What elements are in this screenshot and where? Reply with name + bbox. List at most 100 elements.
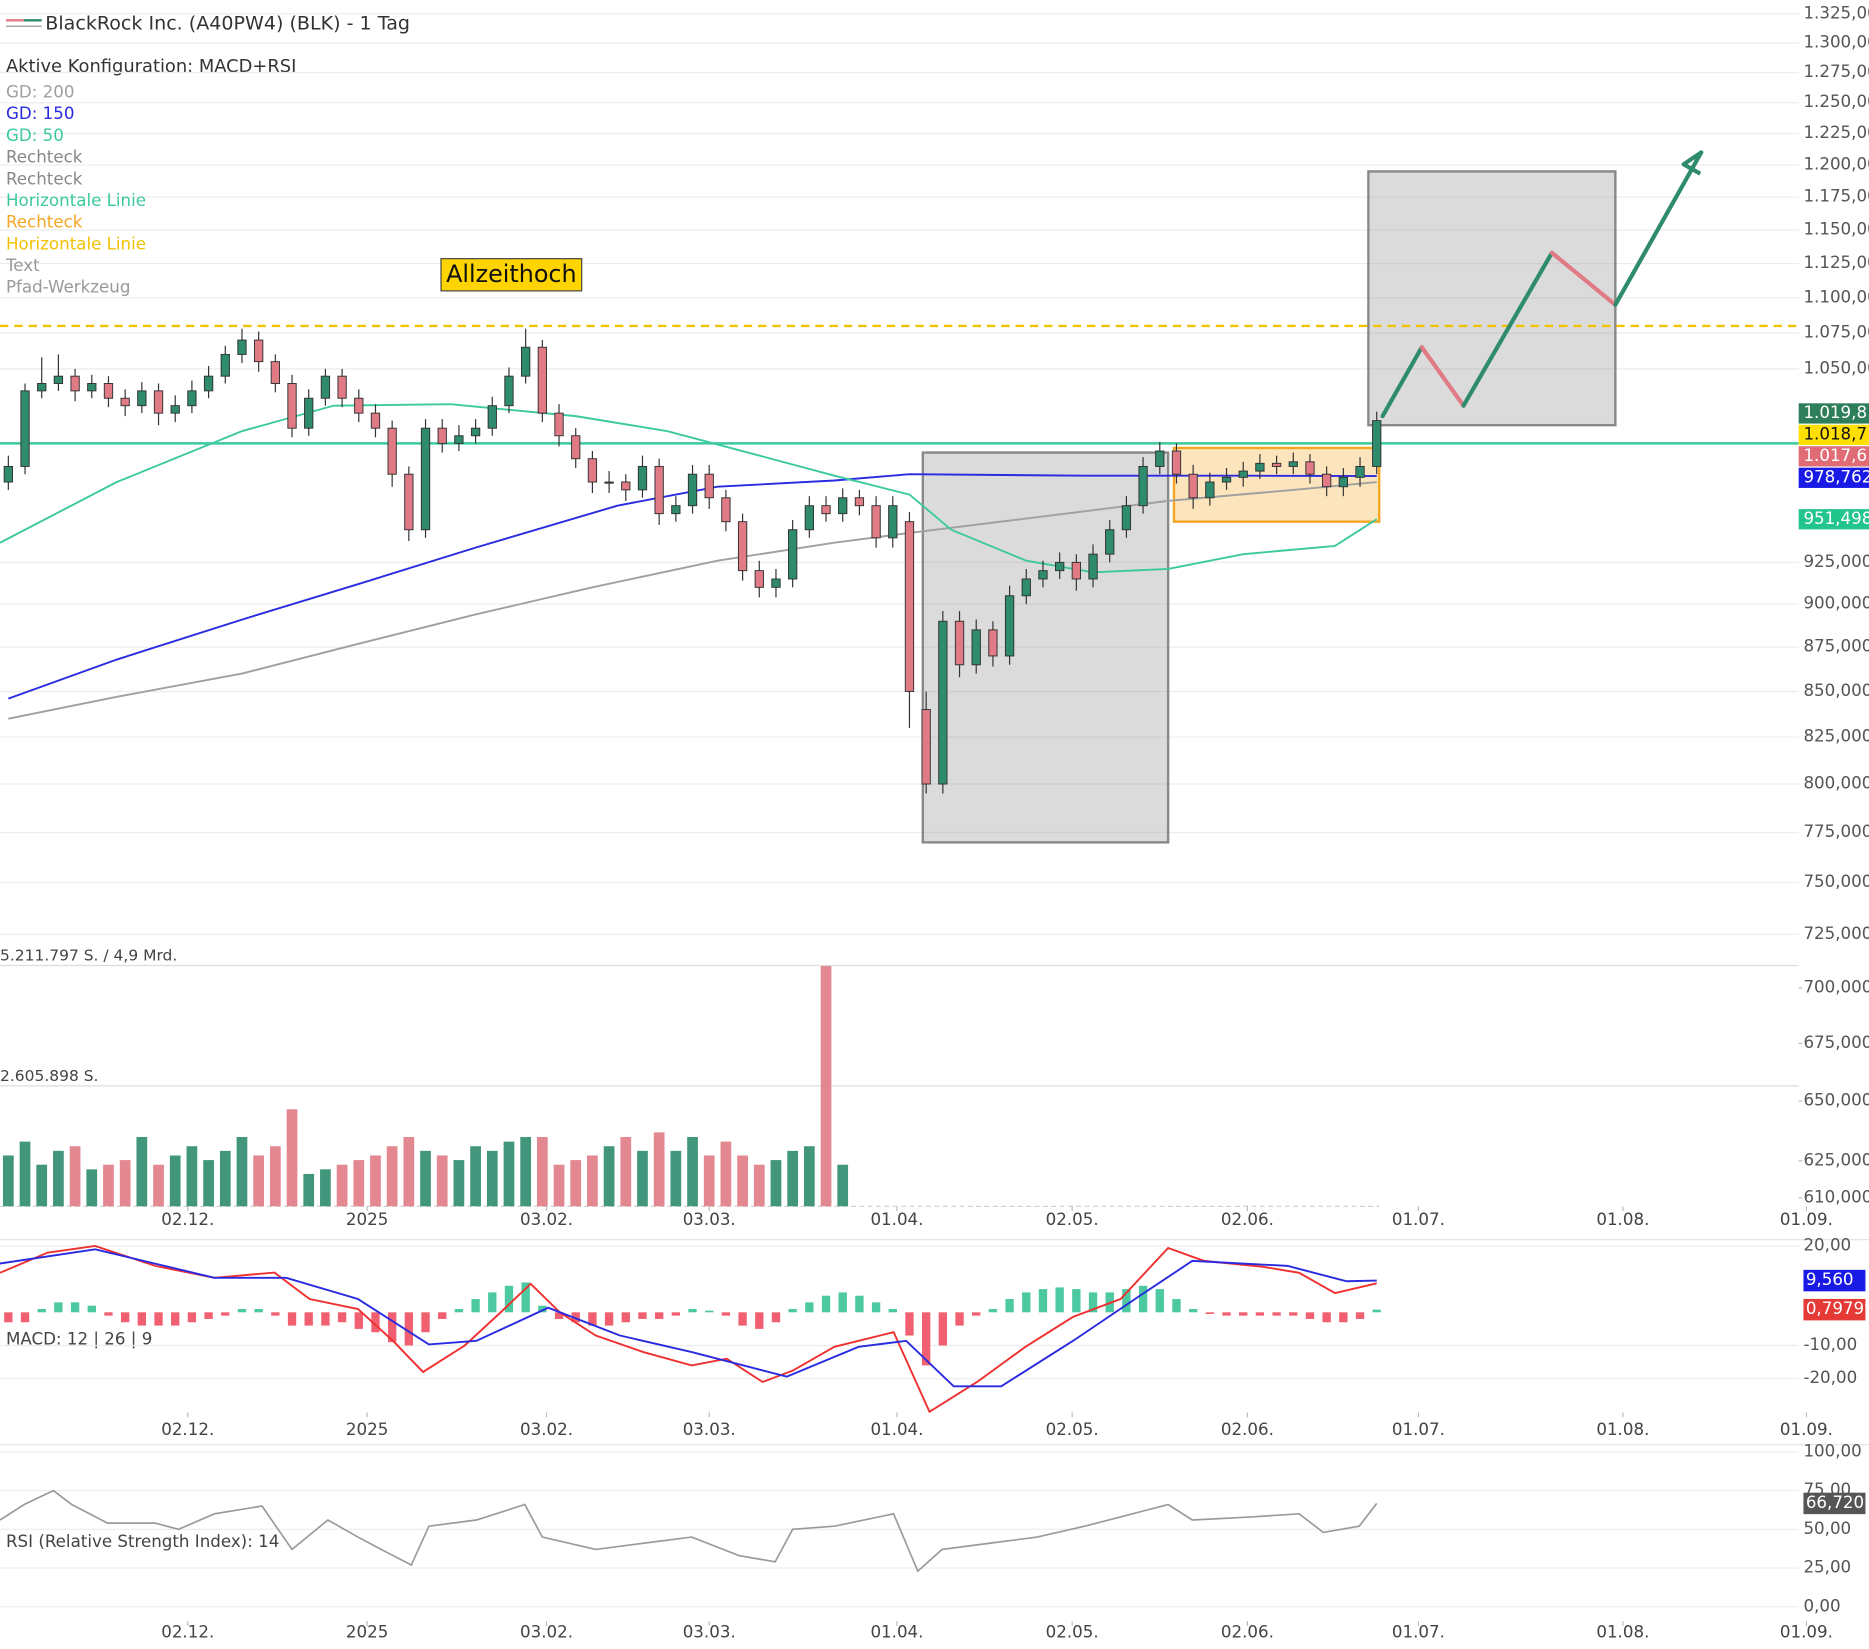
- volume-bar: [320, 1169, 331, 1207]
- volume-bar: [687, 1136, 698, 1207]
- candle-body: [1255, 462, 1265, 472]
- volume-bar: [336, 1164, 348, 1207]
- histogram-bar: [1322, 1312, 1331, 1323]
- histogram-bar: [1255, 1312, 1265, 1316]
- candle-body: [304, 397, 314, 429]
- candle-body: [337, 375, 347, 399]
- candle-body: [1138, 465, 1148, 507]
- volume-bar: [136, 1136, 148, 1207]
- candle-body: [420, 427, 431, 531]
- value-label-box: [1803, 1492, 1866, 1515]
- histogram-bar: [87, 1305, 96, 1313]
- histogram-bar: [1072, 1289, 1081, 1313]
- histogram-bar: [1122, 1289, 1131, 1313]
- y-tick-label: 625,000: [1803, 1150, 1869, 1169]
- histogram-bar: [538, 1305, 547, 1313]
- volume-bar: [269, 1146, 281, 1207]
- y-tick-label: 650,000: [1803, 1090, 1869, 1109]
- candle-body: [721, 497, 731, 523]
- histogram-bar: [755, 1312, 764, 1329]
- y-tick-label: -10,00: [1803, 1335, 1857, 1354]
- y-tick-label: 50,00: [1803, 1519, 1851, 1538]
- legend-entry: Rechteck: [6, 169, 83, 188]
- price-label-box: [1798, 424, 1869, 446]
- volume-tick-label: 5.211.797 S. / 4,9 Mrd.: [0, 946, 177, 964]
- volume-bar: [86, 1169, 98, 1207]
- candle-body: [521, 346, 531, 377]
- x-tick-label: 01.08.: [1596, 1420, 1649, 1439]
- y-tick-label: 850,000: [1803, 681, 1869, 700]
- candle-body: [20, 390, 30, 467]
- candle-body: [487, 405, 497, 429]
- histogram-bar: [1239, 1312, 1248, 1316]
- candle-body: [203, 375, 214, 392]
- indicator-label: MACD: 12 | 26 | 9: [6, 1329, 152, 1348]
- histogram-bar: [855, 1295, 864, 1313]
- volume-bar: [203, 1160, 214, 1207]
- x-tick-label: 03.02.: [520, 1210, 573, 1229]
- volume-bar: [286, 1109, 298, 1207]
- candle-body: [1355, 465, 1365, 478]
- histogram-bar: [337, 1312, 347, 1323]
- indicator-line: [0, 1248, 1377, 1388]
- volume-bar: [353, 1160, 365, 1207]
- histogram-bar: [988, 1308, 998, 1313]
- histogram-bar: [621, 1312, 630, 1323]
- y-tick-label: 610,000: [1803, 1187, 1869, 1206]
- candle-body: [904, 521, 915, 692]
- volume-bar: [253, 1155, 265, 1207]
- histogram-bar: [604, 1312, 614, 1326]
- candle-body: [1071, 561, 1081, 580]
- histogram-bar: [1205, 1312, 1215, 1314]
- value-label: 66,720: [1806, 1493, 1864, 1512]
- candle-body: [1271, 462, 1282, 467]
- x-tick-label: 01.07.: [1392, 1210, 1445, 1229]
- histogram-bar: [1088, 1292, 1098, 1313]
- candle-body: [454, 435, 464, 444]
- histogram-bar: [387, 1312, 397, 1343]
- value-label-box: [1803, 1298, 1866, 1321]
- volume-bar: [186, 1146, 198, 1207]
- candle-body: [754, 570, 764, 588]
- legend-entry: Horizontale Linie: [6, 191, 146, 210]
- histogram-bar: [1172, 1299, 1181, 1313]
- x-tick-label: 01.07.: [1392, 1623, 1445, 1642]
- candle-body: [621, 481, 631, 491]
- y-tick-label: 875,000: [1803, 637, 1869, 656]
- volume-bar: [820, 966, 832, 1207]
- volume-bar: [169, 1155, 181, 1207]
- candle-body: [854, 497, 865, 507]
- value-label: 0,79799: [1806, 1299, 1869, 1318]
- candle-body: [1205, 481, 1215, 499]
- histogram-bar: [554, 1312, 564, 1319]
- volume-bar: [119, 1160, 131, 1207]
- y-tick-label: 825,000: [1803, 727, 1869, 746]
- candle-body: [237, 339, 247, 355]
- candle-body: [554, 412, 564, 437]
- x-tick-label: 01.07.: [1392, 1420, 1445, 1439]
- histogram-bar: [521, 1282, 530, 1313]
- x-tick-label: 01.09.: [1780, 1210, 1833, 1229]
- histogram-bar: [738, 1312, 747, 1326]
- candle-body: [788, 529, 798, 580]
- candle-body: [37, 383, 47, 392]
- histogram-bar: [488, 1292, 497, 1313]
- candle-body: [1038, 570, 1048, 580]
- candle-body: [1305, 461, 1315, 475]
- candle-body: [103, 383, 114, 399]
- price-label-box: [1798, 467, 1869, 488]
- volume-bar: [837, 1164, 849, 1207]
- indicator-line: [0, 1489, 1378, 1573]
- histogram-bar: [1038, 1289, 1048, 1313]
- histogram-bar: [771, 1312, 781, 1323]
- candle-body: [3, 465, 13, 483]
- path-segment: [1613, 150, 1704, 307]
- candle-body: [888, 505, 898, 539]
- annotation-box: [440, 258, 583, 292]
- volume-bar: [103, 1164, 114, 1207]
- price-label-box: [1798, 446, 1869, 467]
- volume-bar: [370, 1155, 381, 1207]
- histogram-bar: [888, 1308, 897, 1313]
